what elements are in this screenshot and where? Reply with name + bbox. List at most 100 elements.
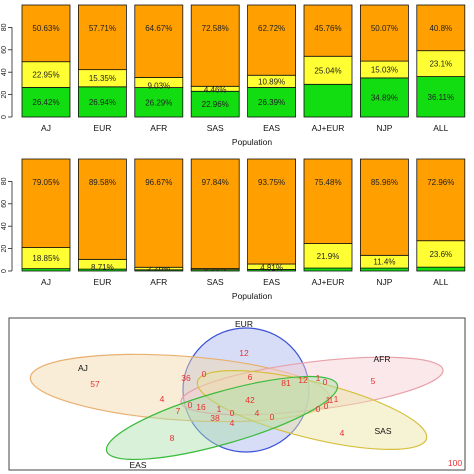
bar-segment-orange [21, 4, 71, 63]
category-label: ALL [433, 277, 448, 287]
bar-segment-yellow [303, 243, 353, 269]
data-label: 50.63% [32, 24, 59, 33]
data-label: 18.85% [32, 254, 59, 263]
data-label: 89.58% [89, 178, 116, 187]
bar-segment-green [78, 86, 127, 118]
venn-count: 4 [340, 428, 345, 438]
data-label: 93.75% [258, 178, 285, 187]
venn-count: 12 [239, 348, 249, 358]
category-label: AJ [41, 123, 51, 133]
category-label: NJP [376, 277, 392, 287]
bar-segment-orange [303, 4, 353, 57]
data-label: 34.89% [371, 93, 398, 102]
data-label: 97.84% [202, 178, 229, 187]
venn-count: 6 [248, 372, 253, 382]
bar-segment-orange [21, 158, 71, 248]
y-tick-label: 80 [1, 177, 8, 185]
data-label: 64.67% [145, 24, 172, 33]
bar-segment-orange [247, 158, 297, 265]
data-label: 75.48% [314, 178, 341, 187]
venn-count: 42 [245, 395, 255, 405]
venn-set-eas [105, 375, 339, 461]
data-label: 62.72% [258, 24, 285, 33]
venn-count: 0 [323, 377, 328, 387]
data-label: 8.71% [91, 263, 114, 272]
bar-segment-orange [359, 158, 409, 256]
x-axis-label: Population [232, 291, 272, 301]
venn-count: 36 [181, 373, 191, 383]
venn-count: 1 [217, 404, 222, 414]
bar-segment-yellow [416, 50, 466, 77]
data-label: 25.04% [314, 66, 341, 75]
data-label: 79.05% [32, 178, 59, 187]
venn-count: 5 [371, 376, 376, 386]
category-label: ALL [433, 123, 448, 133]
bar-segment-green [247, 87, 297, 118]
venn-set-label: EUR [235, 319, 253, 329]
data-label: 15.35% [89, 74, 116, 83]
bar-segment-orange [416, 4, 466, 52]
venn-count: 1 [316, 373, 321, 383]
data-label: 10.89% [258, 77, 285, 86]
bar-segment-orange [359, 4, 409, 62]
data-label: 4.81% [260, 263, 283, 272]
data-label: 50.07% [371, 24, 398, 33]
category-label: AJ+EUR [312, 123, 345, 133]
data-label: 26.29% [145, 98, 172, 107]
venn-count: 4 [160, 394, 165, 404]
data-label: 4.46% [204, 85, 227, 94]
venn-count: 57 [90, 379, 100, 389]
venn-count: 1 [329, 395, 334, 405]
bar-segment-yellow [303, 55, 353, 85]
data-label: 22.96% [202, 100, 229, 109]
venn-count: 0 [188, 400, 193, 410]
bar-segment-orange [247, 4, 297, 76]
data-label: 40.8% [429, 24, 452, 33]
bar-segment-green [416, 266, 466, 272]
data-label: 72.58% [202, 24, 229, 33]
venn-frame [8, 317, 466, 471]
y-tick-label: 0 [1, 115, 8, 119]
bar-segment-orange [78, 158, 127, 260]
data-label: 26.94% [89, 98, 116, 107]
data-label: 96.67% [145, 178, 172, 187]
bar-segment-green [21, 87, 71, 118]
x-axis-label: Population [232, 137, 272, 147]
bar-chart-1: 0 20 40 60 80 26.42% 22.95% 50.63% AJ 26.94% 15.35… [1, 4, 466, 147]
category-label: EAS [263, 123, 280, 133]
venn-count: 0 [316, 404, 321, 414]
data-label: 26.42% [32, 98, 59, 107]
y-tick-label: 0 [1, 269, 8, 273]
y-tick-label: 60 [1, 46, 8, 54]
category-label: EUR [93, 123, 111, 133]
venn-count: 16 [196, 402, 206, 412]
category-label: AJ [41, 277, 51, 287]
y-tick-label: 80 [1, 23, 8, 31]
data-label: 11.4% [373, 258, 395, 267]
data-label: 22.95% [32, 71, 59, 80]
venn-count: 0 [324, 401, 329, 411]
data-label: 21.9% [317, 252, 340, 261]
bar-segment-green [359, 267, 409, 272]
venn-set-afr [180, 356, 444, 416]
bar-segment-orange [416, 158, 466, 242]
data-label: 23.1% [429, 60, 452, 69]
venn-count: 4 [230, 418, 235, 428]
bar-segment-orange [134, 158, 184, 268]
data-label: 26.39% [258, 98, 285, 107]
category-label: SAS [207, 123, 224, 133]
venn-set-label: AFR [374, 354, 391, 364]
venn-count: 1 [334, 394, 339, 404]
data-label: 15.03% [371, 66, 398, 75]
data-label: 9.03% [147, 82, 170, 91]
y-tick-label: 40 [1, 68, 8, 76]
data-label: 57.71% [89, 24, 116, 33]
bar-segment-green [190, 90, 240, 118]
category-label: AJ+EUR [312, 277, 345, 287]
venn-count: 81 [281, 378, 291, 388]
y-tick-label: 40 [1, 222, 8, 230]
venn-count: 0 [270, 412, 275, 422]
venn-count: 100 [448, 458, 462, 468]
bar-segment-orange [134, 4, 184, 78]
